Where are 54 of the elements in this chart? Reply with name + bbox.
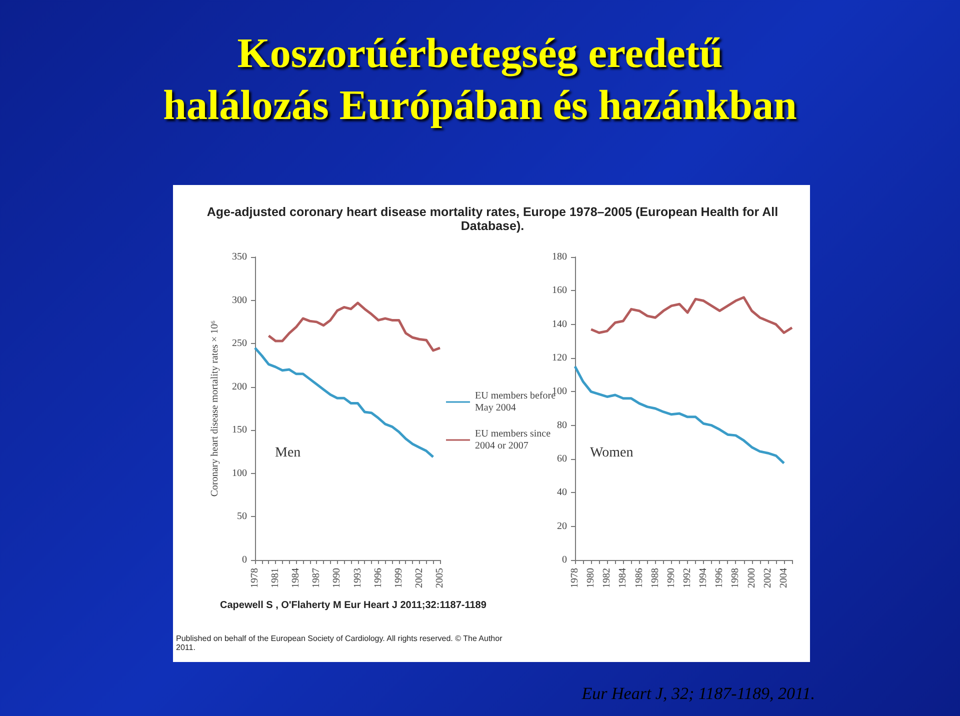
text: Men (275, 446, 301, 460)
x-tick-label: 1993 (352, 568, 364, 588)
x-tick-label: 1978 (570, 568, 580, 588)
y-tick-label: 350 (232, 252, 247, 262)
text: Published on behalf of the European Society of Cardiology. All rights reserved. © The Author 2011. (176, 634, 504, 652)
x-tick-label: 1982 (602, 568, 613, 588)
line-series (590, 296, 794, 334)
x-tick-label: 2000 (746, 568, 758, 588)
x-tick-label: 1987 (311, 568, 322, 588)
y-tick-label: 60 (557, 454, 567, 464)
y-tick-label: 250 (232, 338, 247, 350)
x-tick-label: 2004 (778, 568, 790, 588)
line-series (574, 365, 786, 464)
y-axis-title: Coronary heart disease mortality rates × 10⁶ (210, 320, 220, 497)
x-tick-label: 1990 (666, 568, 677, 588)
x-tick-label: 1996 (714, 568, 726, 588)
x-tick-label: 1978 (250, 568, 260, 588)
y-tick-label: 200 (232, 381, 247, 392)
x-tick-label: 1984 (618, 568, 629, 588)
text: Age-adjusted coronary heart disease mortality rates, Europe 1978–2005 (European Health for All Database). (206, 205, 780, 233)
y-tick-label: 40 (557, 487, 567, 498)
x-tick-label: 1988 (650, 568, 661, 588)
x-tick-label: 1990 (332, 568, 343, 588)
y-tick-label: 120 (552, 352, 567, 364)
line-series (267, 302, 442, 352)
y-tick-label: 50 (237, 511, 247, 522)
x-tick-label: 1996 (372, 568, 384, 588)
legend-label: EU members since 2004 or 2007 (475, 428, 554, 452)
y-tick-label: 160 (552, 285, 567, 296)
x-tick-label: 1998 (730, 568, 742, 588)
x-tick-label: 1981 (270, 568, 282, 588)
text: Eur Heart J, 32; 1187-1189, 2011. (582, 684, 815, 704)
y-tick-label: 100 (232, 468, 247, 479)
x-tick-label: 1986 (634, 568, 645, 588)
y-tick-label: 80 (557, 420, 567, 431)
x-tick-label: 2002 (414, 568, 425, 588)
y-tick-label: 300 (232, 294, 247, 306)
x-tick-label: 1984 (290, 568, 302, 588)
x-tick-label: 1999 (393, 568, 404, 588)
y-tick-label: 140 (552, 318, 567, 330)
y-tick-label: 180 (552, 252, 567, 262)
x-tick-label: 1994 (698, 568, 710, 588)
x-tick-label: 2005 (434, 568, 446, 588)
line-series (254, 346, 434, 458)
x-tick-label: 1992 (682, 568, 694, 588)
x-tick-label: 2002 (762, 568, 774, 588)
x-tick-label: 1980 (586, 568, 597, 588)
text: Koszorúérbetegség eredetű halálozás Európában és hazánkban (162, 30, 798, 131)
y-tick-label: 0 (562, 554, 567, 566)
y-tick-label: 0 (242, 554, 247, 566)
text: Capewell S , O'Flaherty M Eur Heart J 2011;32:1187-1189 (220, 600, 486, 611)
y-tick-label: 150 (232, 424, 247, 436)
y-tick-label: 20 (557, 520, 567, 532)
text: Women (590, 446, 634, 460)
